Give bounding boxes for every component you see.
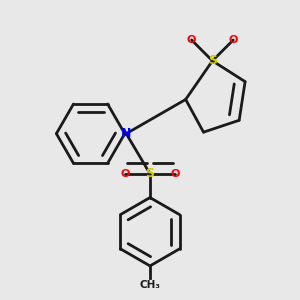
Text: CH₃: CH₃	[140, 280, 160, 290]
Text: S: S	[208, 54, 217, 67]
Text: O: O	[229, 35, 238, 45]
Text: S: S	[146, 167, 154, 180]
Text: O: O	[187, 35, 196, 45]
Text: O: O	[120, 169, 129, 179]
Text: O: O	[171, 169, 180, 179]
Text: N: N	[121, 127, 131, 140]
